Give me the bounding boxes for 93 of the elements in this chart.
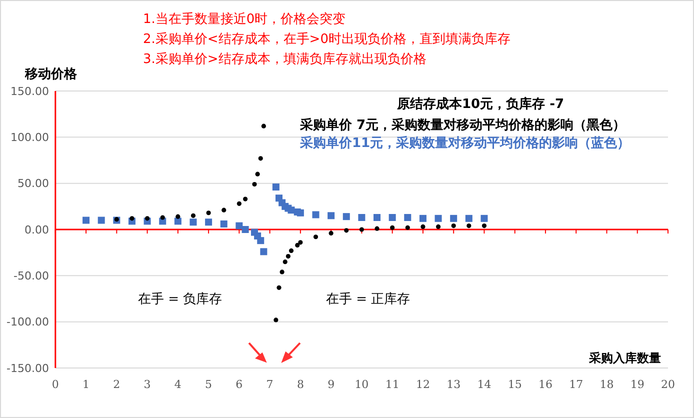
point <box>276 285 282 290</box>
y-tick-label: 50.00 <box>18 177 49 190</box>
x-tick-label: 10 <box>354 378 369 391</box>
point <box>374 226 380 231</box>
point <box>404 214 412 221</box>
point <box>480 214 488 222</box>
point <box>419 214 426 222</box>
y-tick-label: -150.00 <box>6 362 49 375</box>
x-tick-label: 19 <box>630 378 644 391</box>
point <box>328 212 335 220</box>
point <box>390 225 395 230</box>
x-tick-label: 14 <box>477 378 492 391</box>
point <box>252 182 257 187</box>
point <box>296 209 304 216</box>
point <box>257 237 264 244</box>
point <box>174 218 182 225</box>
x-tick-label: 12 <box>416 378 430 391</box>
y-axis-title: 移动价格 <box>24 67 78 82</box>
y-tick-label: 150.00 <box>10 84 49 98</box>
x-tick-label: 16 <box>538 378 552 391</box>
annotation: 在手 = 正库存 <box>326 292 410 307</box>
y-tick-label: -50.00 <box>14 270 49 283</box>
point <box>450 214 458 222</box>
point <box>388 214 396 221</box>
point <box>358 214 366 221</box>
x-tick-label: 0 <box>52 378 59 391</box>
x-tick-label: 3 <box>144 378 151 391</box>
point <box>222 208 226 212</box>
point <box>206 210 211 216</box>
point <box>344 228 349 233</box>
x-tick-label: 8 <box>296 378 304 391</box>
x-tick-label: 2 <box>113 378 120 391</box>
point <box>258 156 263 161</box>
point <box>243 196 248 202</box>
point <box>190 213 196 218</box>
point <box>313 234 318 240</box>
point <box>130 216 134 221</box>
point <box>220 220 228 228</box>
point <box>98 216 105 224</box>
x-tick-label: 20 <box>661 378 675 391</box>
point <box>82 216 90 224</box>
x-tick-label: 15 <box>508 378 522 391</box>
x-tick-label: 13 <box>446 378 461 391</box>
text: 1.当在手数量接近0时，价格会突变 <box>143 12 346 27</box>
point <box>342 213 350 220</box>
annotation: 原结存成本10元，负库存 -7 <box>396 96 564 112</box>
x-tick-label: 1 <box>82 378 90 391</box>
x-tick-label: 7 <box>266 378 274 391</box>
point <box>282 260 288 264</box>
point <box>205 218 212 226</box>
x-tick-label: 18 <box>600 378 614 391</box>
point <box>374 214 381 221</box>
x-tick-label: 4 <box>174 378 182 391</box>
point <box>190 218 197 226</box>
point <box>144 216 150 221</box>
point <box>176 214 180 219</box>
point <box>236 222 243 230</box>
point <box>255 172 260 176</box>
point <box>272 184 280 191</box>
x-tick-label: 6 <box>236 378 243 391</box>
text: 3.采购单价>结存成本，填满负库存就出现负价格 <box>143 52 426 67</box>
y-tick-label: 100.00 <box>10 131 49 144</box>
point <box>436 224 441 230</box>
point <box>280 270 284 274</box>
point <box>295 242 300 248</box>
point <box>482 224 487 228</box>
point <box>274 318 278 322</box>
point <box>298 240 303 245</box>
y-tick-label: -100.00 <box>6 316 49 329</box>
x-axis-title: 采购入库数量 <box>588 351 661 365</box>
text: 采购单价 7元，采购数量对移动平均价格的影响（黑色） <box>299 117 626 133</box>
point <box>242 226 249 233</box>
point <box>465 214 472 222</box>
point <box>434 214 442 222</box>
point <box>160 215 165 220</box>
x-tick-label: 11 <box>385 378 400 391</box>
x-tick-label: 17 <box>569 378 584 391</box>
y-tick-label: 0.00 <box>24 223 49 236</box>
point <box>288 248 294 254</box>
point <box>451 224 456 228</box>
text: 2.采购单价<结存成本，在手>0时出现负价格，直到填满负库存 <box>143 32 510 47</box>
x-tick-label: 5 <box>205 378 212 391</box>
point <box>260 248 268 256</box>
point <box>312 211 320 218</box>
point <box>420 224 426 230</box>
point <box>286 254 290 259</box>
x-tick-label: 9 <box>328 378 335 391</box>
point <box>261 124 266 128</box>
point <box>236 201 242 206</box>
text: 采购单价11元，采购数量对移动平均价格的影响（蓝色） <box>299 135 630 151</box>
point <box>466 224 472 228</box>
point <box>405 225 410 230</box>
annotation: 在手 = 负库存 <box>138 292 222 307</box>
